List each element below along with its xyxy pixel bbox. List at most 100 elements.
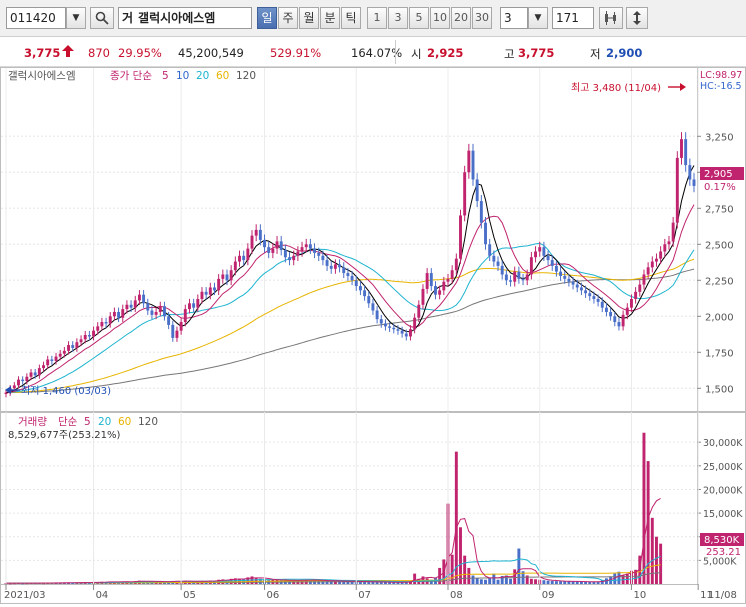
x-tick-label: 2021/03 — [4, 590, 46, 601]
candle-body — [425, 273, 429, 289]
candle-body — [288, 257, 291, 261]
candle-body — [392, 327, 396, 330]
candle-body — [321, 255, 325, 261]
volume-bar — [42, 583, 45, 585]
candle-body — [37, 368, 41, 376]
code-dropdown-button[interactable]: ▼ — [66, 7, 86, 29]
volume-bar — [459, 527, 462, 584]
updown-arrow-icon — [633, 11, 641, 25]
minute-30-button[interactable]: 30 — [472, 7, 492, 29]
vertical-scale-button[interactable] — [626, 7, 648, 29]
candle-body — [429, 273, 433, 287]
min-price-annotation: 최저 1,460 (03/03) — [21, 385, 111, 397]
trade-volume: 45,200,549 — [178, 46, 244, 60]
search-icon — [95, 11, 109, 25]
volume-bar — [513, 569, 517, 584]
minute-5-button[interactable]: 5 — [409, 7, 429, 29]
last-volume-text: 8,529,677주(253.21%) — [8, 430, 120, 441]
current-change-tag: 0.17% — [704, 182, 736, 193]
candle-body — [121, 309, 125, 318]
min-arrow-icon — [5, 386, 20, 394]
stock-name-field[interactable]: 거 갤럭시아에스엠 — [118, 7, 252, 29]
ma-legend-prefix: 종가 단순 — [110, 70, 152, 82]
candle-body — [559, 271, 563, 276]
candle-body — [117, 311, 121, 318]
display-count-input[interactable]: 171 — [552, 7, 594, 29]
x-tick-label: 07 — [358, 590, 371, 601]
candle-body — [500, 265, 504, 275]
chart-type-button[interactable] — [599, 7, 623, 29]
period-minute-button[interactable]: 분 — [320, 7, 340, 29]
candle-body — [663, 244, 667, 252]
interval-input[interactable]: 3 — [500, 7, 528, 29]
x-tick-label: 08 — [450, 590, 463, 601]
vol-ma20-legend: 20 — [98, 416, 111, 428]
candle-body — [83, 335, 87, 340]
volume-bar — [571, 581, 575, 584]
minute-20-button[interactable]: 20 — [451, 7, 471, 29]
interval-dropdown-button[interactable]: ▼ — [528, 7, 548, 29]
candle-body — [75, 342, 79, 348]
candle-body — [329, 265, 333, 269]
price-pane[interactable]: 1,5001,7502,0002,2502,5002,7503,0003,250… — [0, 67, 746, 412]
candle-body — [325, 260, 329, 266]
candle-body — [450, 270, 454, 279]
volume-bar — [367, 581, 371, 584]
candle-body — [46, 359, 50, 366]
candle-body — [525, 274, 529, 281]
open-label: 시 — [411, 47, 422, 61]
candle-body — [142, 294, 146, 304]
candle-body — [171, 324, 175, 338]
period-month-button[interactable]: 월 — [299, 7, 319, 29]
current-price: 3,775 — [24, 46, 61, 60]
candle-body — [650, 261, 654, 268]
stock-code-input[interactable]: 011420 — [6, 7, 66, 29]
candle-body — [571, 281, 575, 285]
candle-body — [79, 339, 83, 343]
x-tick-label: 11/08 — [708, 590, 737, 601]
volume-bar — [371, 581, 375, 584]
candle-body — [488, 244, 492, 256]
price-chart[interactable]: 1,5001,7502,0002,2502,5002,7503,0003,250… — [0, 67, 746, 412]
candle-body — [279, 241, 283, 251]
volume-bar — [500, 575, 504, 584]
candle-body — [404, 333, 408, 337]
x-tick-label: 05 — [183, 590, 196, 601]
minute-10-button[interactable]: 10 — [430, 7, 450, 29]
candle-body — [492, 255, 496, 262]
minute-3-button[interactable]: 3 — [388, 7, 408, 29]
volume-bar — [563, 581, 567, 584]
candle-body — [538, 247, 542, 252]
open-price: 2,925 — [427, 46, 464, 60]
period-week-button[interactable]: 주 — [278, 7, 298, 29]
candle-body — [200, 291, 204, 299]
candle-body — [517, 271, 521, 279]
candle-body — [304, 244, 308, 248]
volume-bar — [463, 555, 467, 584]
candle-body — [367, 296, 371, 304]
candle-body — [609, 311, 613, 317]
candle-body — [258, 229, 262, 240]
period-tick-button[interactable]: 틱 — [341, 7, 361, 29]
candle-body — [521, 278, 525, 281]
vol-ma5-legend: 5 — [84, 416, 91, 428]
candle-body — [638, 284, 642, 292]
candle-body — [196, 299, 200, 308]
volume-bar — [579, 581, 583, 584]
candle-body — [183, 309, 187, 323]
candle-body — [634, 291, 638, 299]
candle-body — [246, 248, 250, 261]
current-price-tag: 2,905 — [704, 169, 733, 180]
volume-bar — [559, 581, 563, 584]
volume-bar — [484, 579, 487, 584]
search-button[interactable] — [90, 7, 114, 29]
minute-1-button[interactable]: 1 — [367, 7, 387, 29]
candle-body — [509, 280, 512, 282]
candle-body — [300, 247, 304, 252]
volume-bar — [413, 573, 417, 584]
candle-body — [133, 300, 137, 308]
period-day-button[interactable]: 일 — [257, 7, 277, 29]
volume-bar — [584, 581, 588, 584]
